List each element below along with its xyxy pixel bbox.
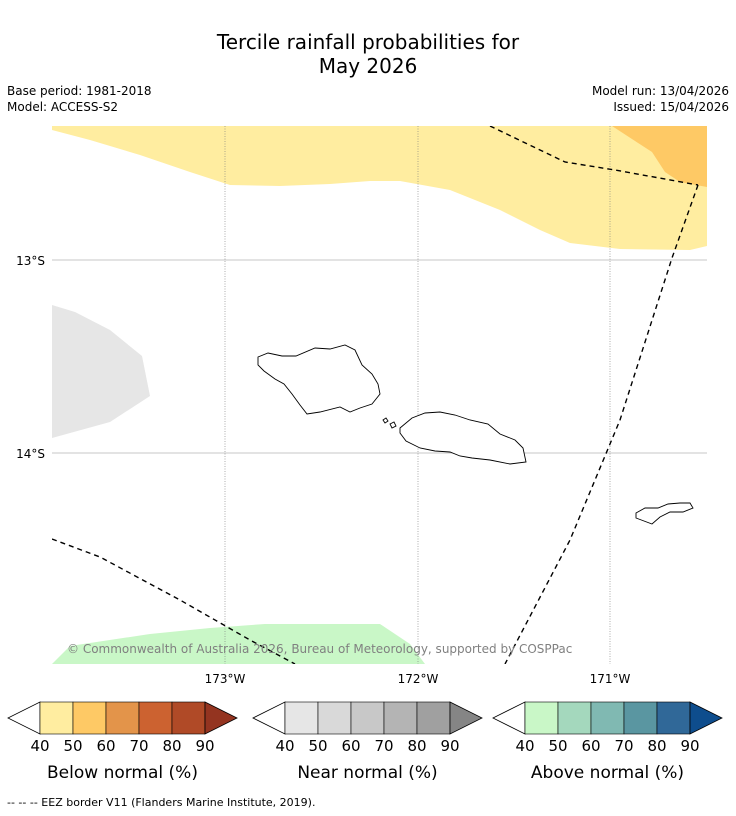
above-normal-swatch-70	[623, 701, 658, 735]
manono-island	[382, 417, 389, 424]
above-normal-tick-80: 80	[647, 737, 666, 755]
above-normal-tick-60: 60	[581, 737, 600, 755]
above-normal-label: Above normal (%)	[531, 763, 684, 783]
near-normal-swatch-50	[317, 701, 352, 735]
near-normal-tick-90: 90	[440, 737, 459, 755]
apolima-island	[389, 421, 397, 429]
near-normal-swatch-70	[383, 701, 418, 735]
above-normal-swatch-60	[590, 701, 625, 735]
below-normal-tick-60: 60	[96, 737, 115, 755]
colorbar-below-normal: 40 50 60 70 80 90 Below normal (%)	[7, 701, 238, 783]
near-normal-extend-high	[449, 701, 483, 735]
below-normal-swatch-60	[105, 701, 140, 735]
above-normal-tick-90: 90	[680, 737, 699, 755]
near-normal-swatch-40	[284, 701, 319, 735]
below-normal-label: Below normal (%)	[47, 763, 198, 783]
model-name: Model: ACCESS-S2	[7, 100, 119, 114]
near-normal-40-50-region	[52, 305, 150, 438]
below-normal-extend-low	[7, 701, 41, 735]
eez-border-east	[504, 184, 699, 664]
map-title: Tercile rainfall probabilities for May 2…	[0, 30, 736, 78]
below-normal-tick-90: 90	[195, 737, 214, 755]
model-run: Model run: 13/04/2026	[591, 84, 729, 98]
above-normal-tick-50: 50	[548, 737, 567, 755]
title-line-1: Tercile rainfall probabilities for	[216, 30, 520, 54]
above-normal-swatch-50	[557, 701, 592, 735]
colorbar-above-normal: 40 50 60 70 80 90 Above normal (%)	[492, 701, 723, 783]
below-normal-swatch-80	[171, 701, 206, 735]
upolu-island	[399, 411, 527, 465]
gridlines	[52, 126, 707, 664]
eez-legend-note: -- -- -- EEZ border V11 (Flanders Marine…	[7, 796, 316, 809]
above-normal-swatch-80	[656, 701, 691, 735]
below-normal-tick-80: 80	[162, 737, 181, 755]
tutuila-island	[635, 502, 694, 525]
savaii-island	[257, 344, 381, 415]
near-normal-swatch-80	[416, 701, 451, 735]
copyright-notice: © Commonwealth of Australia 2026, Bureau…	[67, 642, 572, 656]
above-normal-extend-high	[689, 701, 723, 735]
near-normal-tick-80: 80	[407, 737, 426, 755]
map-panel	[52, 126, 707, 664]
metadata-left: Base period: 1981-2018 Model: ACCESS-S2	[7, 83, 152, 115]
above-normal-40-50-region	[52, 624, 425, 664]
below-normal-tick-40: 40	[30, 737, 49, 755]
near-normal-label: Near normal (%)	[297, 763, 437, 783]
below-normal-tick-50: 50	[63, 737, 82, 755]
below-normal-swatch-70	[138, 701, 173, 735]
above-normal-tick-40: 40	[515, 737, 534, 755]
above-normal-extend-low	[492, 701, 526, 735]
below-normal-swatch-50	[72, 701, 107, 735]
above-normal-swatch-40	[524, 701, 559, 735]
near-normal-tick-70: 70	[374, 737, 393, 755]
issued-date: Issued: 15/04/2026	[613, 100, 729, 114]
islands	[257, 344, 694, 525]
lat-label-14s: 14°S	[16, 447, 45, 461]
lat-label-13s: 13°S	[16, 254, 45, 268]
title-line-2: May 2026	[318, 54, 418, 78]
near-normal-swatch-60	[350, 701, 385, 735]
below-normal-extend-high	[204, 701, 238, 735]
near-normal-tick-40: 40	[275, 737, 294, 755]
eez-border-north	[489, 126, 699, 186]
below-normal-tick-70: 70	[129, 737, 148, 755]
lon-label-171w: 171°W	[590, 672, 631, 686]
below-normal-40-50-region	[52, 126, 707, 250]
near-normal-tick-60: 60	[341, 737, 360, 755]
eez-borders	[52, 126, 699, 664]
lon-label-173w: 173°W	[205, 672, 246, 686]
base-period: Base period: 1981-2018	[7, 84, 152, 98]
above-normal-tick-70: 70	[614, 737, 633, 755]
near-normal-extend-low	[252, 701, 286, 735]
below-normal-50-60-region	[612, 126, 707, 187]
below-normal-swatch-40	[39, 701, 74, 735]
lon-label-172w: 172°W	[398, 672, 439, 686]
metadata-right: Model run: 13/04/2026 Issued: 15/04/2026	[592, 83, 729, 115]
near-normal-tick-50: 50	[308, 737, 327, 755]
